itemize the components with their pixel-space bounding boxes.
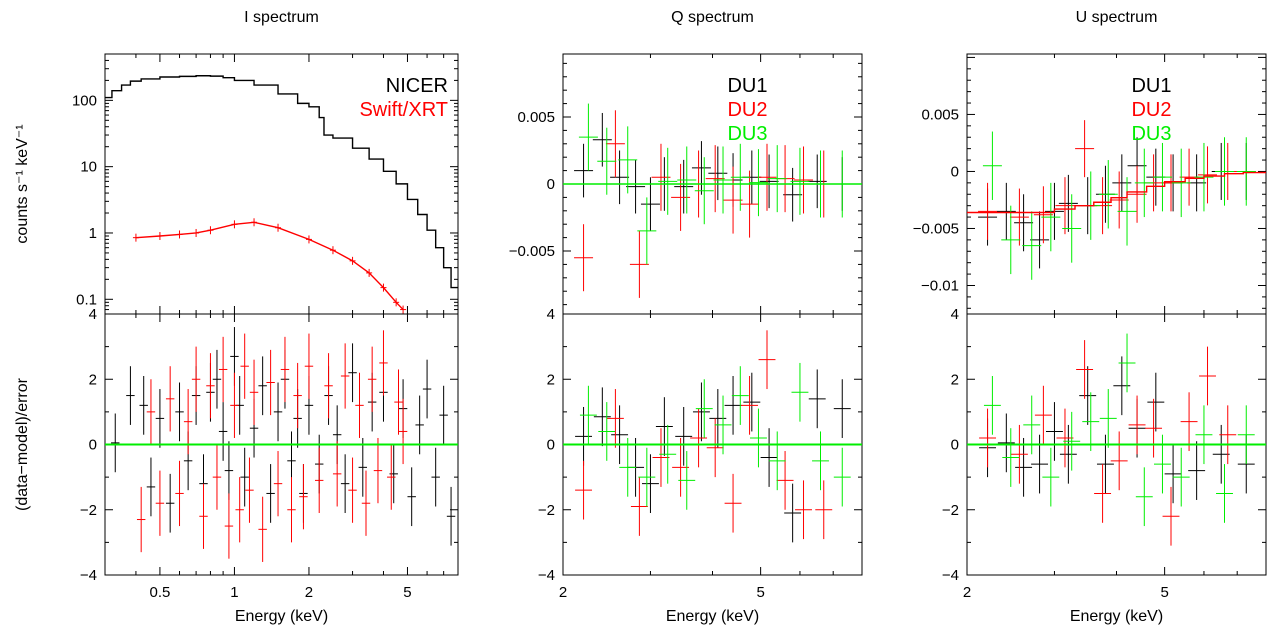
y-tick-label: 4 bbox=[951, 306, 959, 323]
y-tick-label: 4 bbox=[547, 306, 555, 323]
y-tick-label: −4 bbox=[538, 567, 555, 584]
y-tick-label: −2 bbox=[80, 502, 97, 519]
y-axis-label-top: counts s⁻¹ keV⁻¹ bbox=[14, 124, 31, 243]
top-plot-area bbox=[563, 103, 862, 298]
model-curve bbox=[967, 171, 1266, 214]
bottom-plot-area bbox=[105, 327, 458, 562]
legend-du1: DU1 bbox=[727, 75, 767, 97]
y-tick-label: 0 bbox=[951, 437, 959, 454]
y-tick-label: 1 bbox=[89, 225, 97, 242]
x-tick-label: 2 bbox=[963, 584, 971, 601]
y-tick-label: −0.005 bbox=[913, 220, 959, 237]
top-plot-area bbox=[967, 120, 1266, 280]
y-tick-label: 2 bbox=[547, 371, 555, 388]
y-tick-label: 2 bbox=[951, 371, 959, 388]
y-tick-label: 0 bbox=[547, 437, 555, 454]
x-tick-label: 5 bbox=[1160, 584, 1168, 601]
x-axis-label: Energy (keV) bbox=[235, 608, 328, 625]
series-nicer bbox=[105, 75, 458, 289]
y-tick-label: 2 bbox=[89, 371, 97, 388]
y-tick-label: 0.005 bbox=[921, 106, 959, 123]
x-tick-label: 2 bbox=[559, 584, 567, 601]
y-tick-label: 0 bbox=[547, 176, 555, 193]
x-tick-label: 5 bbox=[403, 584, 411, 601]
x-axis-label: Energy (keV) bbox=[666, 608, 759, 625]
y-tick-label: −0.005 bbox=[509, 243, 555, 260]
bottom-plot-area bbox=[563, 330, 862, 543]
y-tick-label: 0.1 bbox=[76, 291, 97, 308]
y-tick-label: 0.005 bbox=[517, 109, 555, 126]
x-axis-label: Energy (keV) bbox=[1070, 608, 1163, 625]
panel-title: I spectrum bbox=[244, 9, 319, 26]
legend-du3: DU3 bbox=[1131, 123, 1171, 145]
y-tick-label: −2 bbox=[538, 502, 555, 519]
top-plot-area bbox=[105, 75, 458, 314]
legend-du2: DU2 bbox=[1131, 99, 1171, 121]
legend-nicer: NICER bbox=[386, 75, 448, 97]
y-tick-label: 0 bbox=[89, 437, 97, 454]
y-tick-label: −0.01 bbox=[921, 277, 959, 294]
legend-du2: DU2 bbox=[727, 99, 767, 121]
legend-du3: DU3 bbox=[727, 123, 767, 145]
panel-title: Q spectrum bbox=[671, 9, 754, 26]
y-tick-label: 4 bbox=[89, 306, 97, 323]
y-tick-label: 100 bbox=[72, 92, 97, 109]
y-tick-label: −4 bbox=[942, 567, 959, 584]
legend-du1: DU1 bbox=[1131, 75, 1171, 97]
legend-swift-xrt: Swift/XRT bbox=[359, 99, 448, 121]
x-tick-label: 0.5 bbox=[149, 584, 170, 601]
panel-title: U spectrum bbox=[1076, 9, 1158, 26]
series-swift-xrt bbox=[135, 221, 404, 311]
y-tick-label: 10 bbox=[80, 159, 97, 176]
x-tick-label: 5 bbox=[756, 584, 764, 601]
y-tick-label: 0 bbox=[951, 163, 959, 180]
x-tick-label: 1 bbox=[230, 584, 238, 601]
y-tick-label: −4 bbox=[80, 567, 97, 584]
y-tick-label: −2 bbox=[942, 502, 959, 519]
bottom-plot-area bbox=[967, 333, 1266, 546]
panel-i: I spectrum0.1110100NICERSwift/XRTcounts … bbox=[14, 9, 459, 625]
x-tick-label: 2 bbox=[305, 584, 313, 601]
y-axis-label-bottom: (data−model)/error bbox=[14, 377, 31, 511]
